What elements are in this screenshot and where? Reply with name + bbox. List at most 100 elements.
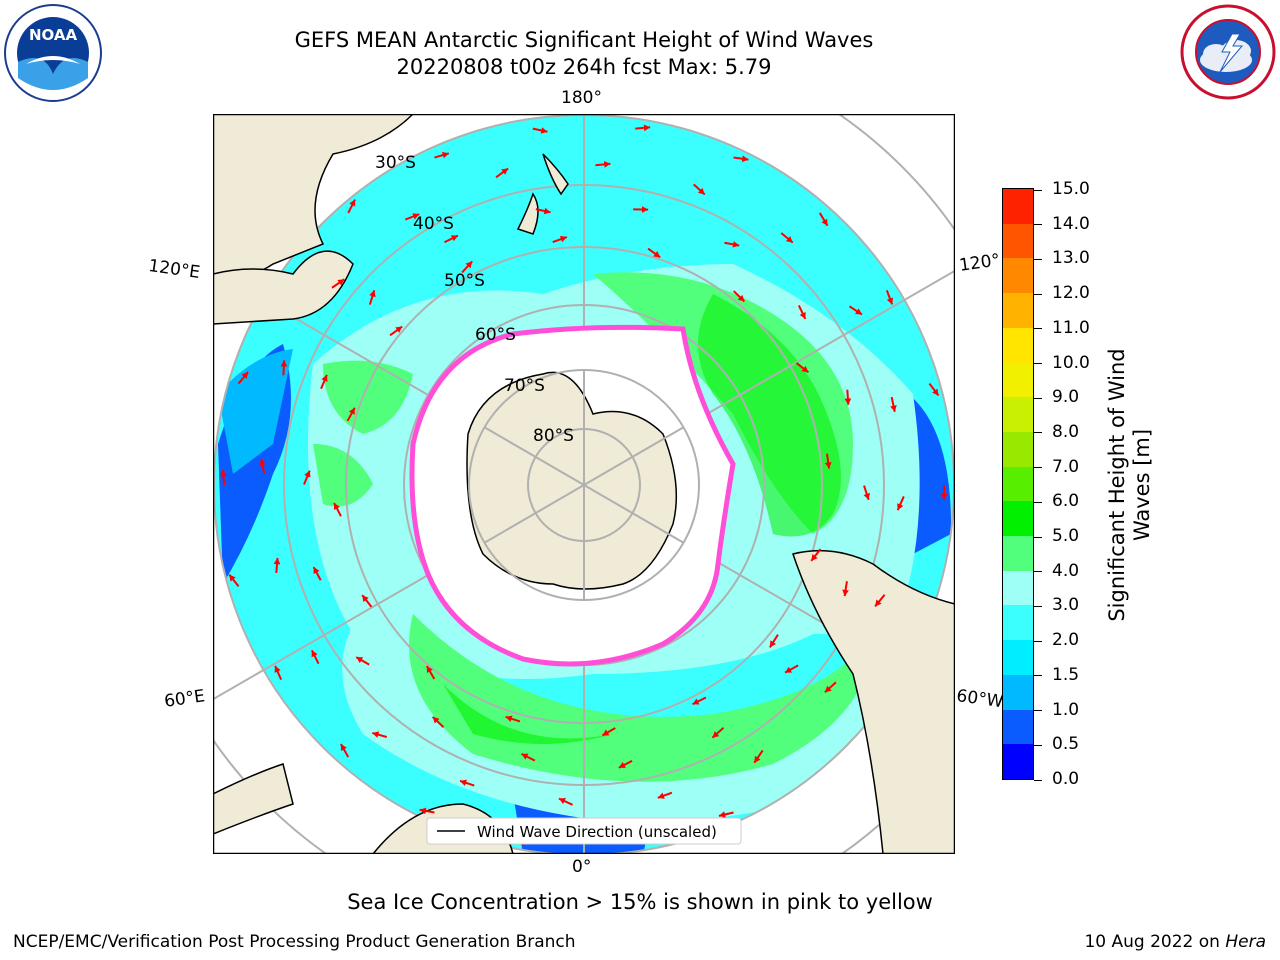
sea-ice-note: Sea Ice Concentration > 15% is shown in … xyxy=(347,890,933,914)
wave-arrow-head-icon xyxy=(932,388,939,396)
colorbar-tick-mark xyxy=(1034,779,1042,781)
wave-arrow-head-icon xyxy=(521,753,529,760)
colorbar-tick-mark xyxy=(1034,467,1042,469)
date-text: 10 Aug 2022 on xyxy=(1084,932,1226,952)
colorbar-tick-label: 14.0 xyxy=(1052,213,1090,234)
wave-arrow-head-icon xyxy=(419,807,427,815)
colorbar-tick-label: 0.5 xyxy=(1052,734,1080,755)
wave-arrow-head-icon xyxy=(653,251,661,258)
wave-arrow-head-icon xyxy=(412,213,420,220)
colorbar-tick-mark xyxy=(1034,363,1042,365)
wave-arrow-head-icon xyxy=(505,715,513,722)
wave-arrow-head-icon xyxy=(754,755,761,763)
wave-arrow-head-icon xyxy=(372,731,380,738)
colorbar-tick-label: 6.0 xyxy=(1052,491,1080,512)
wave-arrow-head-icon xyxy=(274,665,281,673)
wave-arrow-head-icon xyxy=(886,297,894,305)
wave-arrow-head-icon xyxy=(824,685,832,693)
colorbar-tick-label: 15.0 xyxy=(1052,179,1090,199)
colorbar-tick-mark xyxy=(1034,397,1042,399)
nws-logo xyxy=(1180,4,1276,100)
colorbar xyxy=(1002,188,1034,780)
wave-arrow-head-icon xyxy=(824,461,832,469)
wave-arrow-head-icon xyxy=(769,640,777,648)
wave-arrow-head-icon xyxy=(801,365,809,373)
noaa-logo-text: NOAA xyxy=(29,26,78,44)
colorbar-tick-mark xyxy=(1034,258,1042,260)
date-line: 10 Aug 2022 on Hera xyxy=(1084,932,1266,952)
wave-arrow-head-icon xyxy=(540,127,548,134)
wave-arrow-head-icon xyxy=(259,458,266,466)
wave-arrow-head-icon xyxy=(340,744,347,752)
colorbar-tick-mark xyxy=(1034,189,1042,191)
wave-arrow-head-icon xyxy=(241,371,249,379)
lon-label-180: 180° xyxy=(561,88,602,108)
colorbar-band xyxy=(1003,396,1033,432)
colorbar-tick-mark xyxy=(1034,293,1042,295)
wave-arrow-head-icon xyxy=(842,589,849,597)
colorbar-band xyxy=(1003,743,1033,779)
wave-arrow-head-icon xyxy=(657,792,665,799)
wave-arrow-head-icon xyxy=(280,360,288,367)
colorbar-band xyxy=(1003,604,1033,641)
wave-arrow-head-icon xyxy=(785,666,793,673)
wave-arrow-head-icon xyxy=(641,206,649,213)
wave-arrow-head-icon xyxy=(543,207,551,215)
lat-label-60s: 60°S xyxy=(475,325,516,345)
colorbar-tick-label: 5.0 xyxy=(1052,526,1080,547)
colorbar-tick-mark xyxy=(1034,675,1042,677)
wind-wave-arrows xyxy=(220,124,948,846)
wave-arrow-head-icon xyxy=(229,574,236,582)
wave-arrow-head-icon xyxy=(863,492,870,500)
colorbar-tick-mark xyxy=(1034,710,1042,712)
wave-arrow-head-icon xyxy=(855,308,863,315)
colorbar-band xyxy=(1003,362,1033,398)
colorbar-tick-label: 12.0 xyxy=(1052,283,1090,304)
wave-arrow-head-icon xyxy=(442,151,449,159)
noaa-logo-icon: NOAA xyxy=(4,4,102,102)
colorbar-band xyxy=(1003,639,1033,675)
wave-arrow-head-icon xyxy=(712,731,720,738)
colorbar-band xyxy=(1003,674,1033,710)
wave-arrow-head-icon xyxy=(273,557,281,565)
wave-arrow-head-icon xyxy=(692,698,700,705)
colorbar-tick-mark xyxy=(1034,605,1042,607)
wave-arrow-head-icon xyxy=(321,374,328,382)
colorbar-label-line2: Waves [m] xyxy=(1130,428,1154,542)
wave-arrow-head-icon xyxy=(460,779,467,786)
wave-arrow-head-icon xyxy=(356,657,364,664)
colorbar-band xyxy=(1003,570,1033,606)
wave-arrow-head-icon xyxy=(844,398,852,405)
wave-arrow-head-icon xyxy=(501,168,509,175)
colorbar-tick-label: 3.0 xyxy=(1052,595,1080,616)
colorbar-tick-mark xyxy=(1034,536,1042,538)
colorbar-tick-mark xyxy=(1034,432,1042,434)
colorbar-band xyxy=(1003,188,1033,224)
colorbar-tick-label: 4.0 xyxy=(1052,560,1080,581)
colorbar-tick-label: 7.0 xyxy=(1052,456,1080,477)
wave-arrow-head-icon xyxy=(304,470,311,478)
wave-arrow-head-icon xyxy=(799,311,806,319)
colorbar-tick-label: 9.0 xyxy=(1052,387,1080,408)
wave-arrow-head-icon xyxy=(603,161,611,168)
wave-arrow-head-icon xyxy=(821,218,828,226)
colorbar-tick-mark xyxy=(1034,328,1042,330)
wave-arrow-head-icon xyxy=(811,553,818,561)
wave-arrow-head-icon xyxy=(348,407,355,415)
machine-name: Hera xyxy=(1225,932,1266,952)
colorbar-tick-mark xyxy=(1034,501,1042,503)
wave-arrow-head-icon xyxy=(333,502,340,510)
wave-arrow-head-icon xyxy=(559,235,567,243)
wave-arrow-head-icon xyxy=(362,595,369,603)
wave-arrow-head-icon xyxy=(741,155,749,163)
wave-arrow-head-icon xyxy=(369,290,376,298)
wave-arrow-head-icon xyxy=(940,493,948,500)
colorbar-tick-label: 8.0 xyxy=(1052,421,1080,442)
lat-label-40s: 40°S xyxy=(413,214,454,234)
colorbar-label: Significant Height of Wind Waves [m] xyxy=(1105,348,1155,621)
lon-label-60e: 60°E xyxy=(163,686,207,712)
chart-title: GEFS MEAN Antarctic Significant Height o… xyxy=(294,28,874,52)
wave-arrow-head-icon xyxy=(313,567,320,575)
lon-label-60w: 60°W xyxy=(955,686,1005,713)
wave-arrow-head-icon xyxy=(311,650,318,658)
